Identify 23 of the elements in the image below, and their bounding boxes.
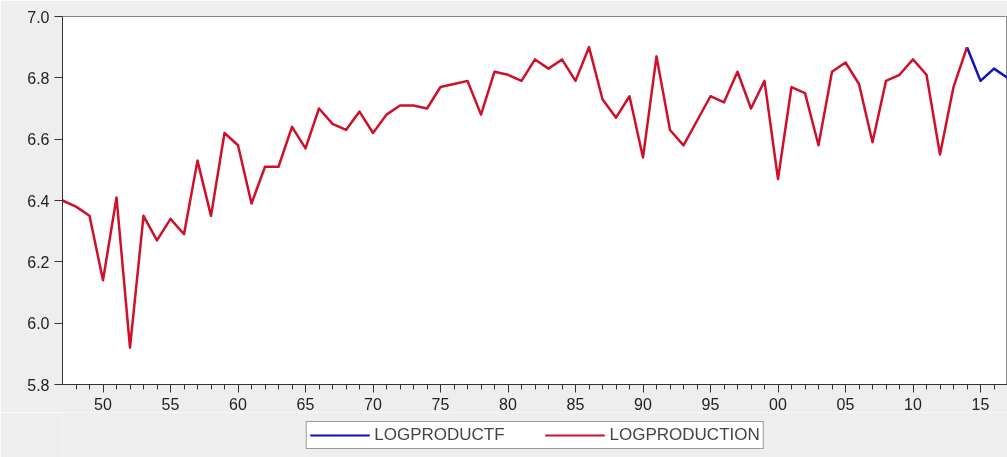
y-tick-label: 7.0 [27,8,50,26]
x-tick-label: 85 [566,395,585,413]
y-tick-label: 6.6 [27,131,50,149]
x-tick-label: 60 [229,395,247,413]
x-tick-label: 95 [701,395,720,413]
x-tick-label: 10 [904,395,922,413]
x-tick-label: 90 [634,395,652,413]
x-tick-label: 75 [431,395,450,413]
x-tick-label: 55 [161,395,180,413]
legend-label: LOGPRODUCTION [609,424,760,445]
y-tick-label: 6.0 [27,315,50,333]
x-tick-label: 80 [499,395,517,413]
x-tick-label: 05 [836,395,855,413]
y-tick-label: 5.8 [27,376,50,394]
x-tick-label: 15 [971,395,990,413]
y-tick-label: 6.8 [27,69,50,87]
x-tick-label: 50 [94,395,112,413]
x-tick-label: 70 [364,395,382,413]
x-tick-label: 00 [769,395,787,413]
y-tick-label: 6.4 [27,192,50,210]
x-tick-label: 65 [296,395,315,413]
y-tick-label: 6.2 [27,253,50,271]
legend-label: LOGPRODUCTF [374,424,505,445]
